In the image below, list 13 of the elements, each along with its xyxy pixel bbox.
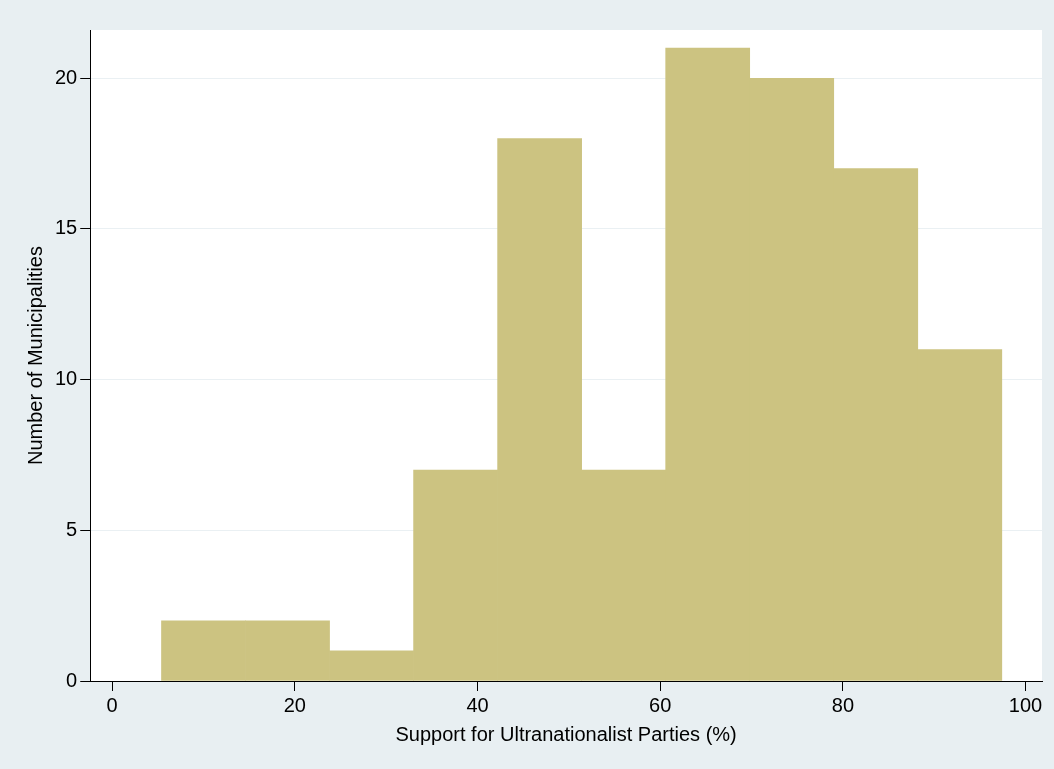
x-tick-label: 40 [466,693,489,716]
y-tick-label: 5 [66,517,78,540]
x-tick-label: 100 [1008,693,1043,716]
y-tick-label: 15 [55,216,78,239]
x-tick-label: 80 [831,693,855,716]
y-axis-title: Number of Municipalities [23,246,46,465]
x-tick-label: 60 [649,693,672,716]
x-axis-title: Support for Ultranationalist Parties (%) [395,722,737,745]
x-tick-label: 20 [283,693,306,716]
y-tick-label: 0 [66,668,78,691]
y-tick-label: 20 [55,65,78,88]
y-tick-label: 10 [55,367,78,390]
x-tick-label: 0 [106,693,118,716]
